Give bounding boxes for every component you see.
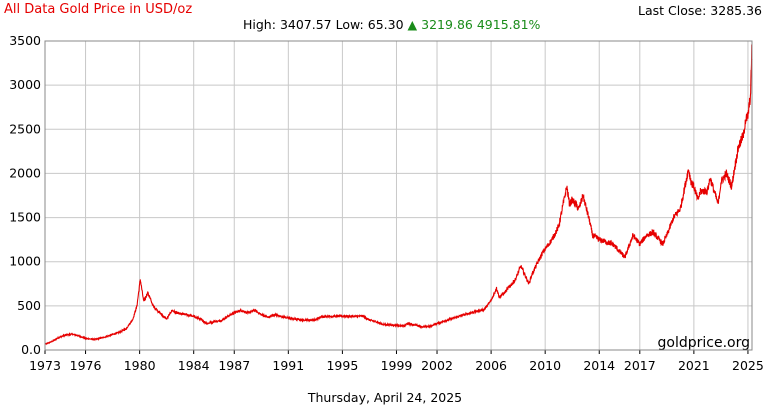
- x-tick-label: 2006: [475, 358, 507, 373]
- x-tick-label: 2017: [624, 358, 656, 373]
- last-close: Last Close: 3285.36: [638, 3, 762, 18]
- y-tick-label: 500: [17, 298, 41, 313]
- y-tick-label: 3500: [9, 33, 41, 48]
- high-label: High:: [243, 17, 276, 32]
- price-stats: High: 3407.57 Low: 65.30 ▲ 3219.86 4915.…: [243, 17, 540, 32]
- current-date: Thursday, April 24, 2025: [307, 390, 463, 405]
- low-label: Low:: [335, 17, 364, 32]
- y-axis-ticks: 0.0 500 1000 1500 2000 2500 3000 3500: [9, 33, 41, 357]
- y-tick-label: 2000: [9, 165, 41, 180]
- x-tick-label: 2002: [421, 358, 453, 373]
- last-close-label: Last Close:: [638, 3, 707, 18]
- x-tick-label: 2010: [529, 358, 561, 373]
- y-tick-label: 1000: [9, 254, 41, 269]
- x-tick-label: 1973: [29, 358, 61, 373]
- chart-grid: [44, 40, 752, 351]
- x-tick-label: 1976: [70, 358, 102, 373]
- y-tick-label: 2500: [9, 121, 41, 136]
- x-tick-label: 1991: [272, 358, 304, 373]
- x-tick-label: 1995: [326, 358, 358, 373]
- y-tick-label: 0.0: [21, 342, 41, 357]
- price-series-line: [44, 44, 753, 346]
- x-tick-label: 2014: [583, 358, 615, 373]
- x-tick-label: 2025: [732, 358, 764, 373]
- low-value: 65.30: [367, 17, 404, 32]
- high-value: 3407.57: [279, 17, 332, 32]
- x-tick-label: 1984: [178, 358, 210, 373]
- up-arrow-icon: ▲: [407, 17, 418, 32]
- x-axis-ticks: 1973 1976 1980 1984 1987 1991 1995 1999 2002 2006…: [29, 350, 764, 373]
- watermark: goldprice.org: [658, 335, 750, 351]
- x-tick-label: 2021: [678, 358, 710, 373]
- plot-border: [44, 40, 753, 351]
- chart-title: All Data Gold Price in USD/oz: [4, 2, 193, 17]
- y-tick-label: 1500: [9, 210, 41, 225]
- x-tick-label: 1987: [218, 358, 250, 373]
- x-tick-label: 1980: [124, 358, 156, 373]
- y-tick-label: 3000: [9, 77, 41, 92]
- x-tick-label: 1999: [381, 358, 413, 373]
- change-value: 3219.86: [421, 17, 473, 32]
- last-close-value: 3285.36: [710, 3, 762, 18]
- change-percent: 4915.81%: [476, 17, 541, 32]
